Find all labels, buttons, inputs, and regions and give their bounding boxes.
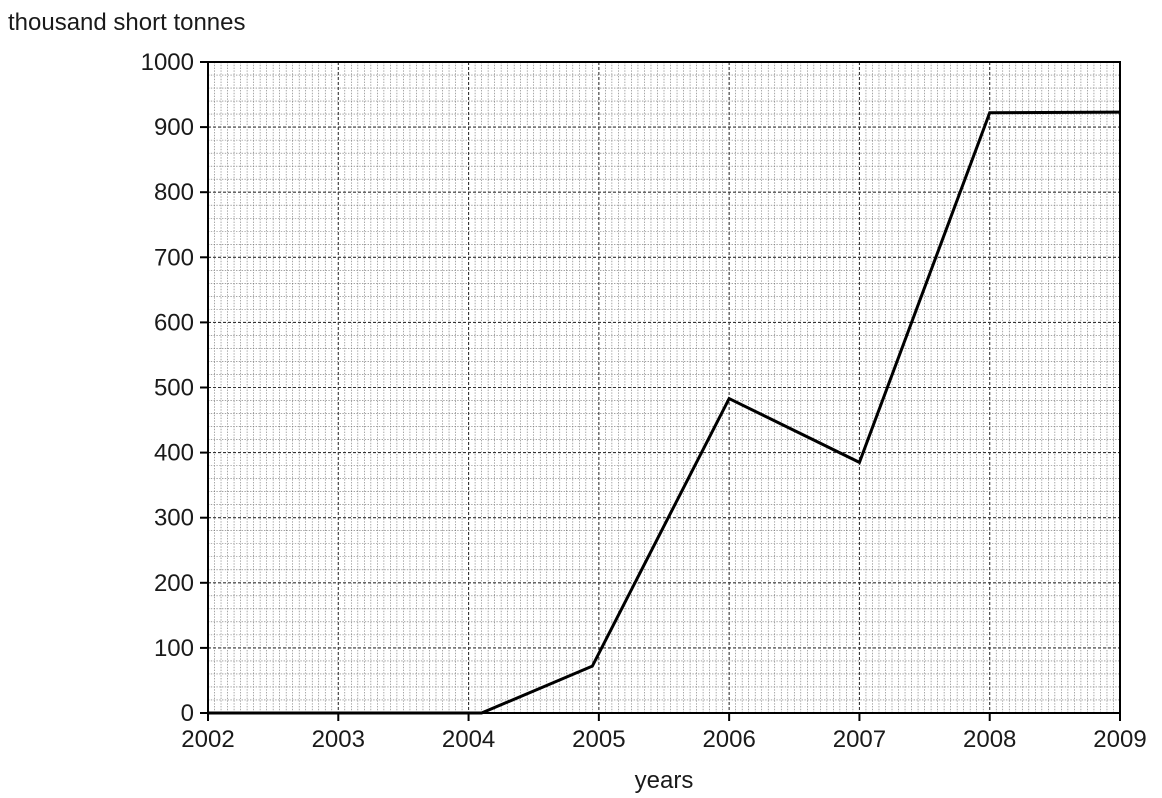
y-tick-label: 1000 xyxy=(141,49,194,76)
x-tick-label: 2008 xyxy=(963,726,1016,753)
y-tick-label: 600 xyxy=(154,309,194,336)
x-tick-label: 2004 xyxy=(442,726,495,753)
x-axis: 2002 2003 2004 2005 2006 2007 2008 2009 xyxy=(181,713,1147,753)
major-grid xyxy=(208,62,1120,713)
y-tick-label: 800 xyxy=(154,179,194,206)
x-tick-label: 2006 xyxy=(702,726,755,753)
series-line xyxy=(208,110,1121,715)
x-tick-label: 2007 xyxy=(833,726,886,753)
x-tick-label: 2002 xyxy=(181,726,234,753)
y-axis: 0 100 200 300 400 500 600 700 800 900 1000 xyxy=(141,49,208,727)
y-tick-label: 900 xyxy=(154,114,194,141)
y-tick-label: 0 xyxy=(181,700,194,727)
y-tick-label: 300 xyxy=(154,505,194,532)
y-tick-label: 400 xyxy=(154,440,194,467)
x-tick-label: 2005 xyxy=(572,726,625,753)
series-layer xyxy=(208,110,1121,715)
x-tick-label: 2009 xyxy=(1093,726,1146,753)
y-tick-label: 200 xyxy=(154,570,194,597)
x-tick-label: 2003 xyxy=(312,726,365,753)
y-tick-label: 500 xyxy=(154,375,194,402)
y-tick-label: 700 xyxy=(154,244,194,271)
y-axis-title: thousand short tonnes xyxy=(8,9,246,36)
x-axis-title: years xyxy=(635,767,694,794)
y-tick-label: 100 xyxy=(154,635,194,662)
